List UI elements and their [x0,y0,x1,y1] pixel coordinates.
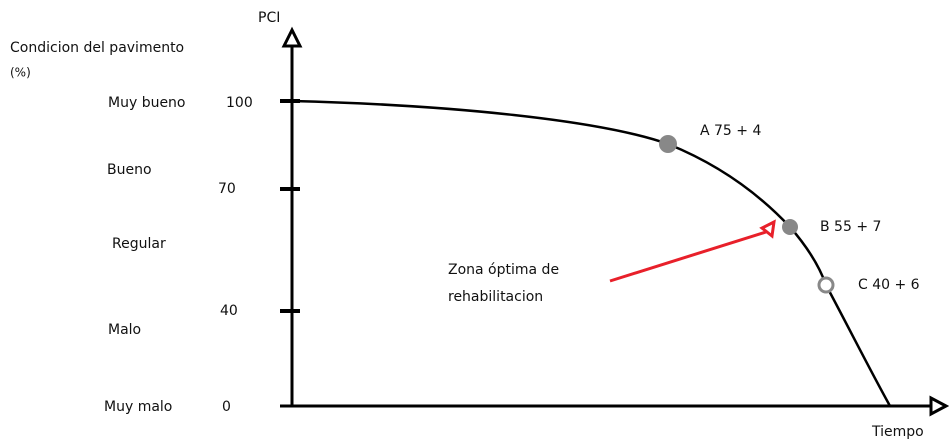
point-label: C 40 + 6 [858,277,920,293]
tick-label: 0 [222,399,231,415]
point-a [659,135,677,153]
condition-label: Malo [108,322,141,338]
y-axis-unit: (%) [10,66,31,80]
condition-label: Bueno [107,162,152,178]
x-axis-title: Tiempo [871,424,924,440]
point-c [817,276,835,294]
deterioration-curve [291,99,892,407]
annotation-arrow [609,230,767,283]
tick-label: 100 [226,95,253,111]
point-label: B 55 + 7 [820,219,881,235]
annotation-text: Zona óptima de [448,262,559,278]
condition-label: Muy malo [104,399,172,415]
y-axis-arrow [281,26,303,48]
y-axis-title: PCI [258,10,280,26]
annotation-arrowhead [759,219,776,239]
condition-label: Regular [112,236,166,252]
tick-label: 70 [218,181,236,197]
point-label: A 75 + 4 [700,123,761,139]
x-axis-arrow [929,395,949,417]
point-b [782,219,798,235]
y-axis-label: Condicion del pavimento [10,40,184,56]
condition-label: Muy bueno [108,95,186,111]
tick-label: 40 [220,303,238,319]
annotation-text: rehabilitacion [448,289,543,305]
